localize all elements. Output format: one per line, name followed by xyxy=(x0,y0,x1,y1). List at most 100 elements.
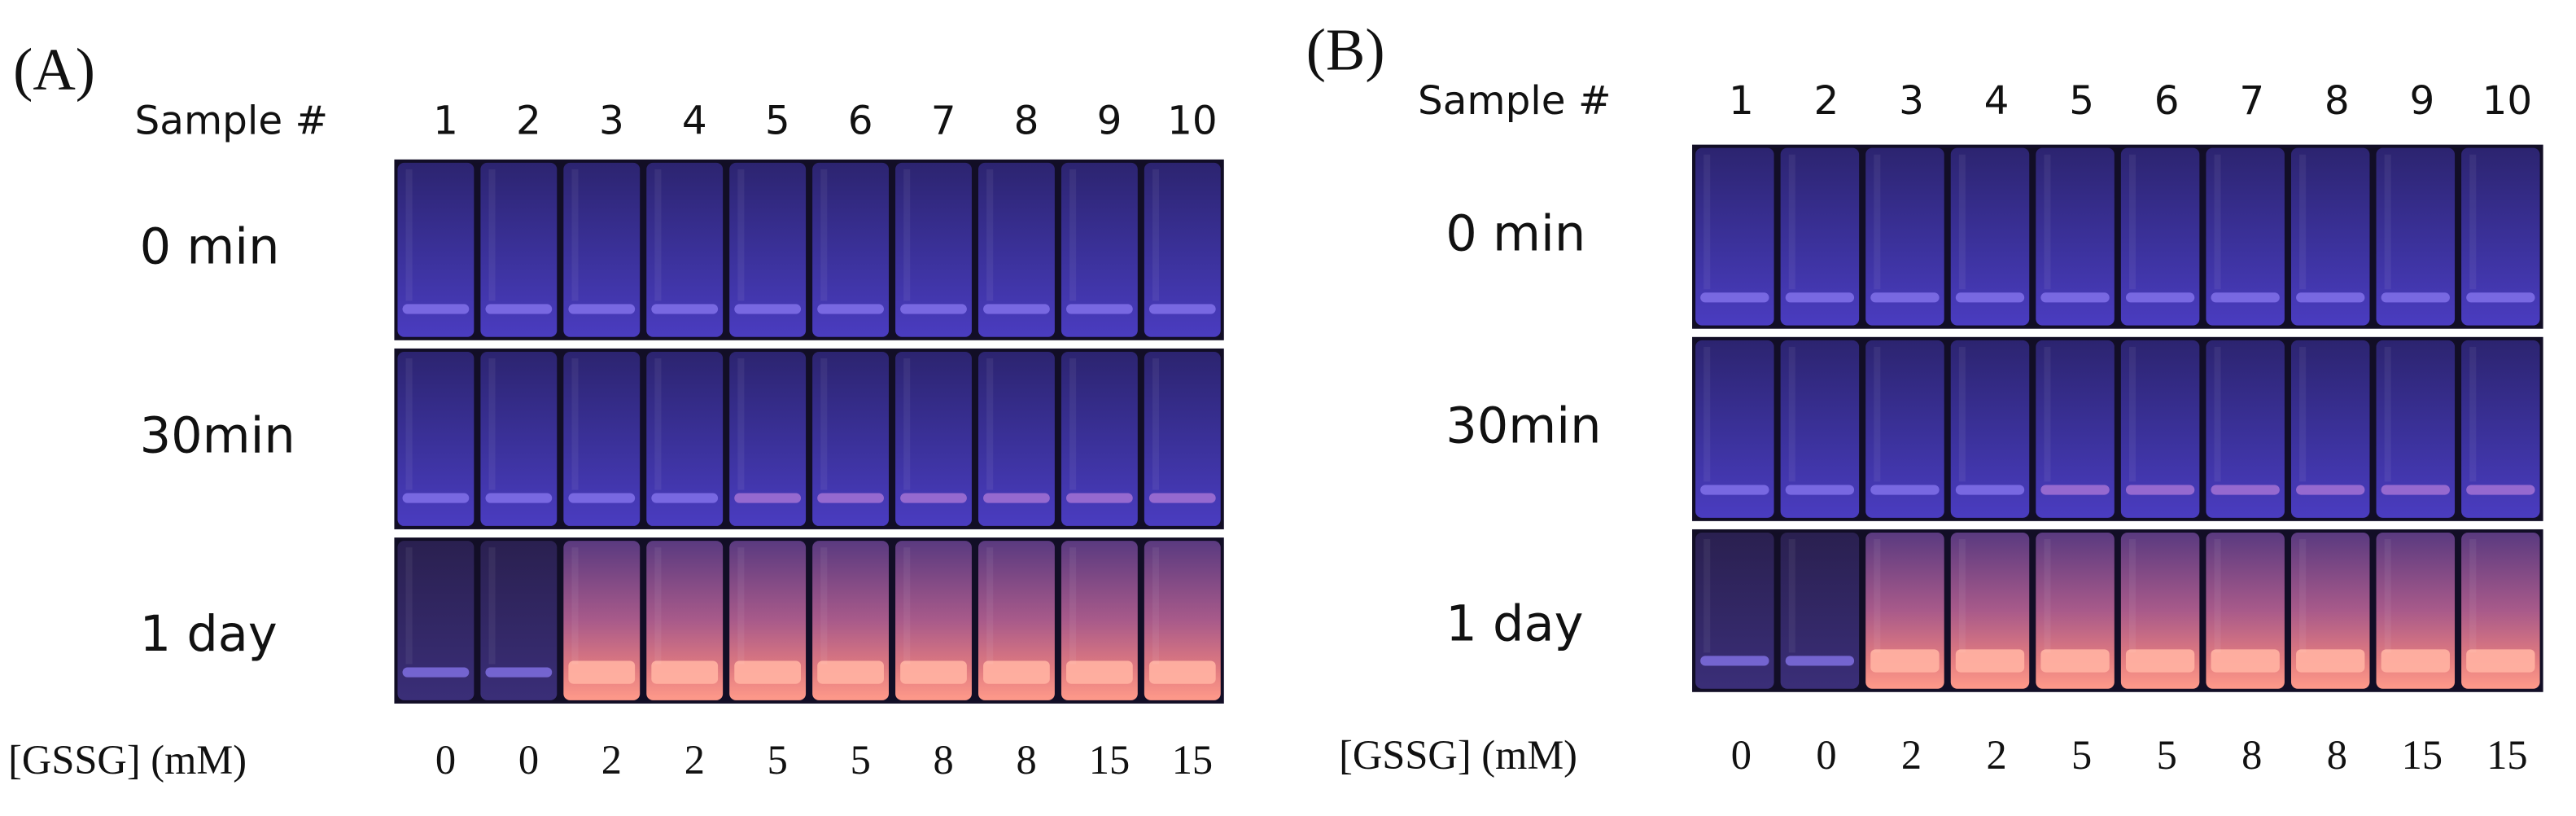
gssg-value: 0 xyxy=(1731,732,1752,778)
glare xyxy=(405,358,413,490)
vial xyxy=(1865,147,1944,326)
gssg-value: 2 xyxy=(1901,732,1922,778)
glare xyxy=(1874,539,1881,653)
vial xyxy=(480,541,558,700)
vial xyxy=(2206,147,2285,326)
glare xyxy=(654,169,662,301)
vial xyxy=(1950,340,2030,518)
meniscus xyxy=(2296,292,2365,303)
sample-number: 7 xyxy=(931,98,956,143)
vial xyxy=(895,351,972,526)
row-label: 0 min xyxy=(140,218,280,275)
meniscus xyxy=(734,493,802,503)
meniscus xyxy=(1955,292,2025,303)
glare xyxy=(1874,154,1881,290)
gssg-header: [GSSG] (mM) xyxy=(1339,732,1577,778)
sample-number: 9 xyxy=(1097,98,1122,143)
vial xyxy=(1061,541,1138,700)
glare xyxy=(488,358,496,490)
meniscus xyxy=(2466,649,2535,673)
panel-label: (A) xyxy=(13,37,95,103)
vial xyxy=(978,351,1055,526)
row-label: 1 day xyxy=(140,606,278,663)
glare xyxy=(1069,358,1077,490)
vial xyxy=(2120,340,2200,518)
glare xyxy=(986,169,994,301)
vial xyxy=(2036,147,2115,326)
vial xyxy=(646,162,724,337)
vial xyxy=(646,541,724,700)
vial xyxy=(480,351,558,526)
gssg-value: 0 xyxy=(518,737,539,783)
glare xyxy=(2469,154,2477,290)
glare xyxy=(2384,154,2391,290)
glare xyxy=(986,358,994,490)
glare xyxy=(571,358,579,490)
meniscus xyxy=(1148,493,1216,503)
meniscus xyxy=(402,493,470,503)
vial xyxy=(480,162,558,337)
gssg-value: 15 xyxy=(1172,737,1213,783)
gssg-value: 8 xyxy=(2327,732,2347,778)
meniscus xyxy=(2381,649,2450,673)
glare xyxy=(2299,154,2307,290)
glare xyxy=(1958,539,1966,653)
meniscus xyxy=(1700,485,1769,495)
vial xyxy=(812,351,890,526)
meniscus xyxy=(817,304,884,314)
vial xyxy=(563,541,641,700)
meniscus xyxy=(2466,485,2535,495)
glare xyxy=(2044,154,2051,290)
meniscus xyxy=(1700,292,1769,303)
meniscus xyxy=(1785,292,1855,303)
glare xyxy=(2469,539,2477,653)
meniscus xyxy=(2381,292,2450,303)
sample-number: 10 xyxy=(2482,78,2533,124)
meniscus xyxy=(1870,649,1940,673)
meniscus xyxy=(2466,292,2535,303)
sample-number: 7 xyxy=(2239,78,2264,124)
meniscus xyxy=(402,304,470,314)
meniscus xyxy=(1785,656,1855,666)
sample-number: 9 xyxy=(2409,78,2434,124)
glare xyxy=(2214,539,2221,653)
panel-label: (B) xyxy=(1306,16,1385,82)
glare xyxy=(2384,346,2391,482)
glare xyxy=(488,169,496,301)
glare xyxy=(903,358,911,490)
vial xyxy=(2376,147,2456,326)
glare xyxy=(1152,547,1160,665)
glare xyxy=(903,547,911,665)
sample-number: 2 xyxy=(1814,78,1839,124)
glare xyxy=(2469,346,2477,482)
meniscus xyxy=(568,493,636,503)
glare xyxy=(986,547,994,665)
sample-number: 5 xyxy=(2069,78,2094,124)
vial xyxy=(895,541,972,700)
glare xyxy=(820,358,828,490)
glare xyxy=(654,358,662,490)
vial xyxy=(1695,147,1774,326)
glare xyxy=(737,358,745,490)
meniscus xyxy=(2125,649,2195,673)
glare xyxy=(820,169,828,301)
meniscus xyxy=(651,660,719,684)
gssg-value: 5 xyxy=(768,737,788,783)
meniscus xyxy=(651,304,719,314)
meniscus xyxy=(1066,660,1133,684)
meniscus xyxy=(2381,485,2450,495)
meniscus xyxy=(2125,292,2195,303)
meniscus xyxy=(568,660,636,684)
vial xyxy=(397,351,475,526)
glare xyxy=(2299,539,2307,653)
row-label: 30min xyxy=(1445,397,1601,454)
vial xyxy=(729,351,807,526)
meniscus xyxy=(1700,656,1769,666)
gssg-value: 15 xyxy=(2486,732,2527,778)
glare xyxy=(2214,346,2221,482)
meniscus xyxy=(1066,304,1133,314)
gssg-value: 5 xyxy=(851,737,871,783)
glare xyxy=(2214,154,2221,290)
meniscus xyxy=(1955,649,2025,673)
sample-number: 10 xyxy=(1167,98,1218,143)
